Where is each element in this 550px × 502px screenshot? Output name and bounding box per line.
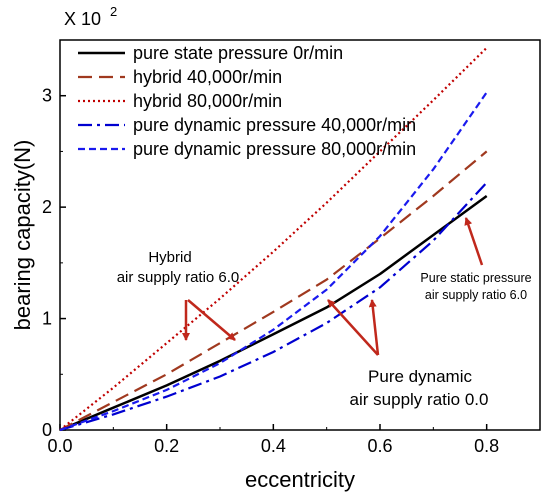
annotation-dynamic-line1: Pure dynamic [368, 367, 472, 386]
series-line-0 [59, 194, 488, 432]
x-tick-label: 0.2 [154, 436, 179, 456]
y-tick-label: 0 [42, 420, 52, 440]
series-line-3 [59, 181, 488, 432]
y-tick-label: 3 [42, 86, 52, 106]
annotation-static-line1: Pure static pressure [420, 271, 531, 285]
annotation-arrows [182, 217, 484, 356]
legend-label-1: hybrid 40,000r/min [133, 67, 282, 87]
annotation-dynamic-line2: air supply ratio 0.0 [350, 390, 489, 409]
legend-label-2: hybrid 80,000r/min [133, 91, 282, 111]
x-tick-label: 0.8 [474, 436, 499, 456]
legend-label-0: pure state pressure 0r/min [133, 43, 343, 63]
y-multiplier-label: X 10 [64, 9, 101, 29]
x-axis-label: eccentricity [245, 467, 355, 492]
y-ticks: 0 1 2 3 [42, 86, 66, 440]
annotation-hybrid-line2: air supply ratio 6.0 [117, 269, 240, 286]
y-axis-label: bearing capacity(N) [10, 140, 35, 331]
x-tick-label: 0.6 [367, 436, 392, 456]
legend: pure state pressure 0r/min hybrid 40,000r… [78, 43, 416, 159]
legend-label-4: pure dynamic pressure 80,000r/min [133, 139, 416, 159]
arrow-dynamic-2 [368, 299, 380, 356]
plot-frame [59, 39, 541, 431]
y-tick-label: 2 [42, 197, 52, 217]
y-multiplier-exponent: 2 [110, 4, 117, 19]
legend-label-3: pure dynamic pressure 40,000r/min [133, 115, 416, 135]
series-lines [59, 47, 488, 432]
series-line-1 [59, 150, 488, 431]
y-tick-label: 1 [42, 309, 52, 329]
x-ticks: 0.0 0.2 0.4 0.6 0.8 [47, 424, 541, 456]
arrow-static [464, 217, 484, 266]
x-tick-label: 0.4 [261, 436, 286, 456]
series-line-4 [59, 91, 488, 432]
annotation-hybrid-line1: Hybrid [148, 249, 191, 266]
series-line-2 [59, 47, 488, 431]
arrow-dynamic-1 [327, 299, 379, 356]
x-tick-label: 0.0 [47, 436, 72, 456]
arrow-hybrid-2 [187, 299, 236, 341]
annotation-static-line2: air supply ratio 6.0 [425, 288, 527, 302]
